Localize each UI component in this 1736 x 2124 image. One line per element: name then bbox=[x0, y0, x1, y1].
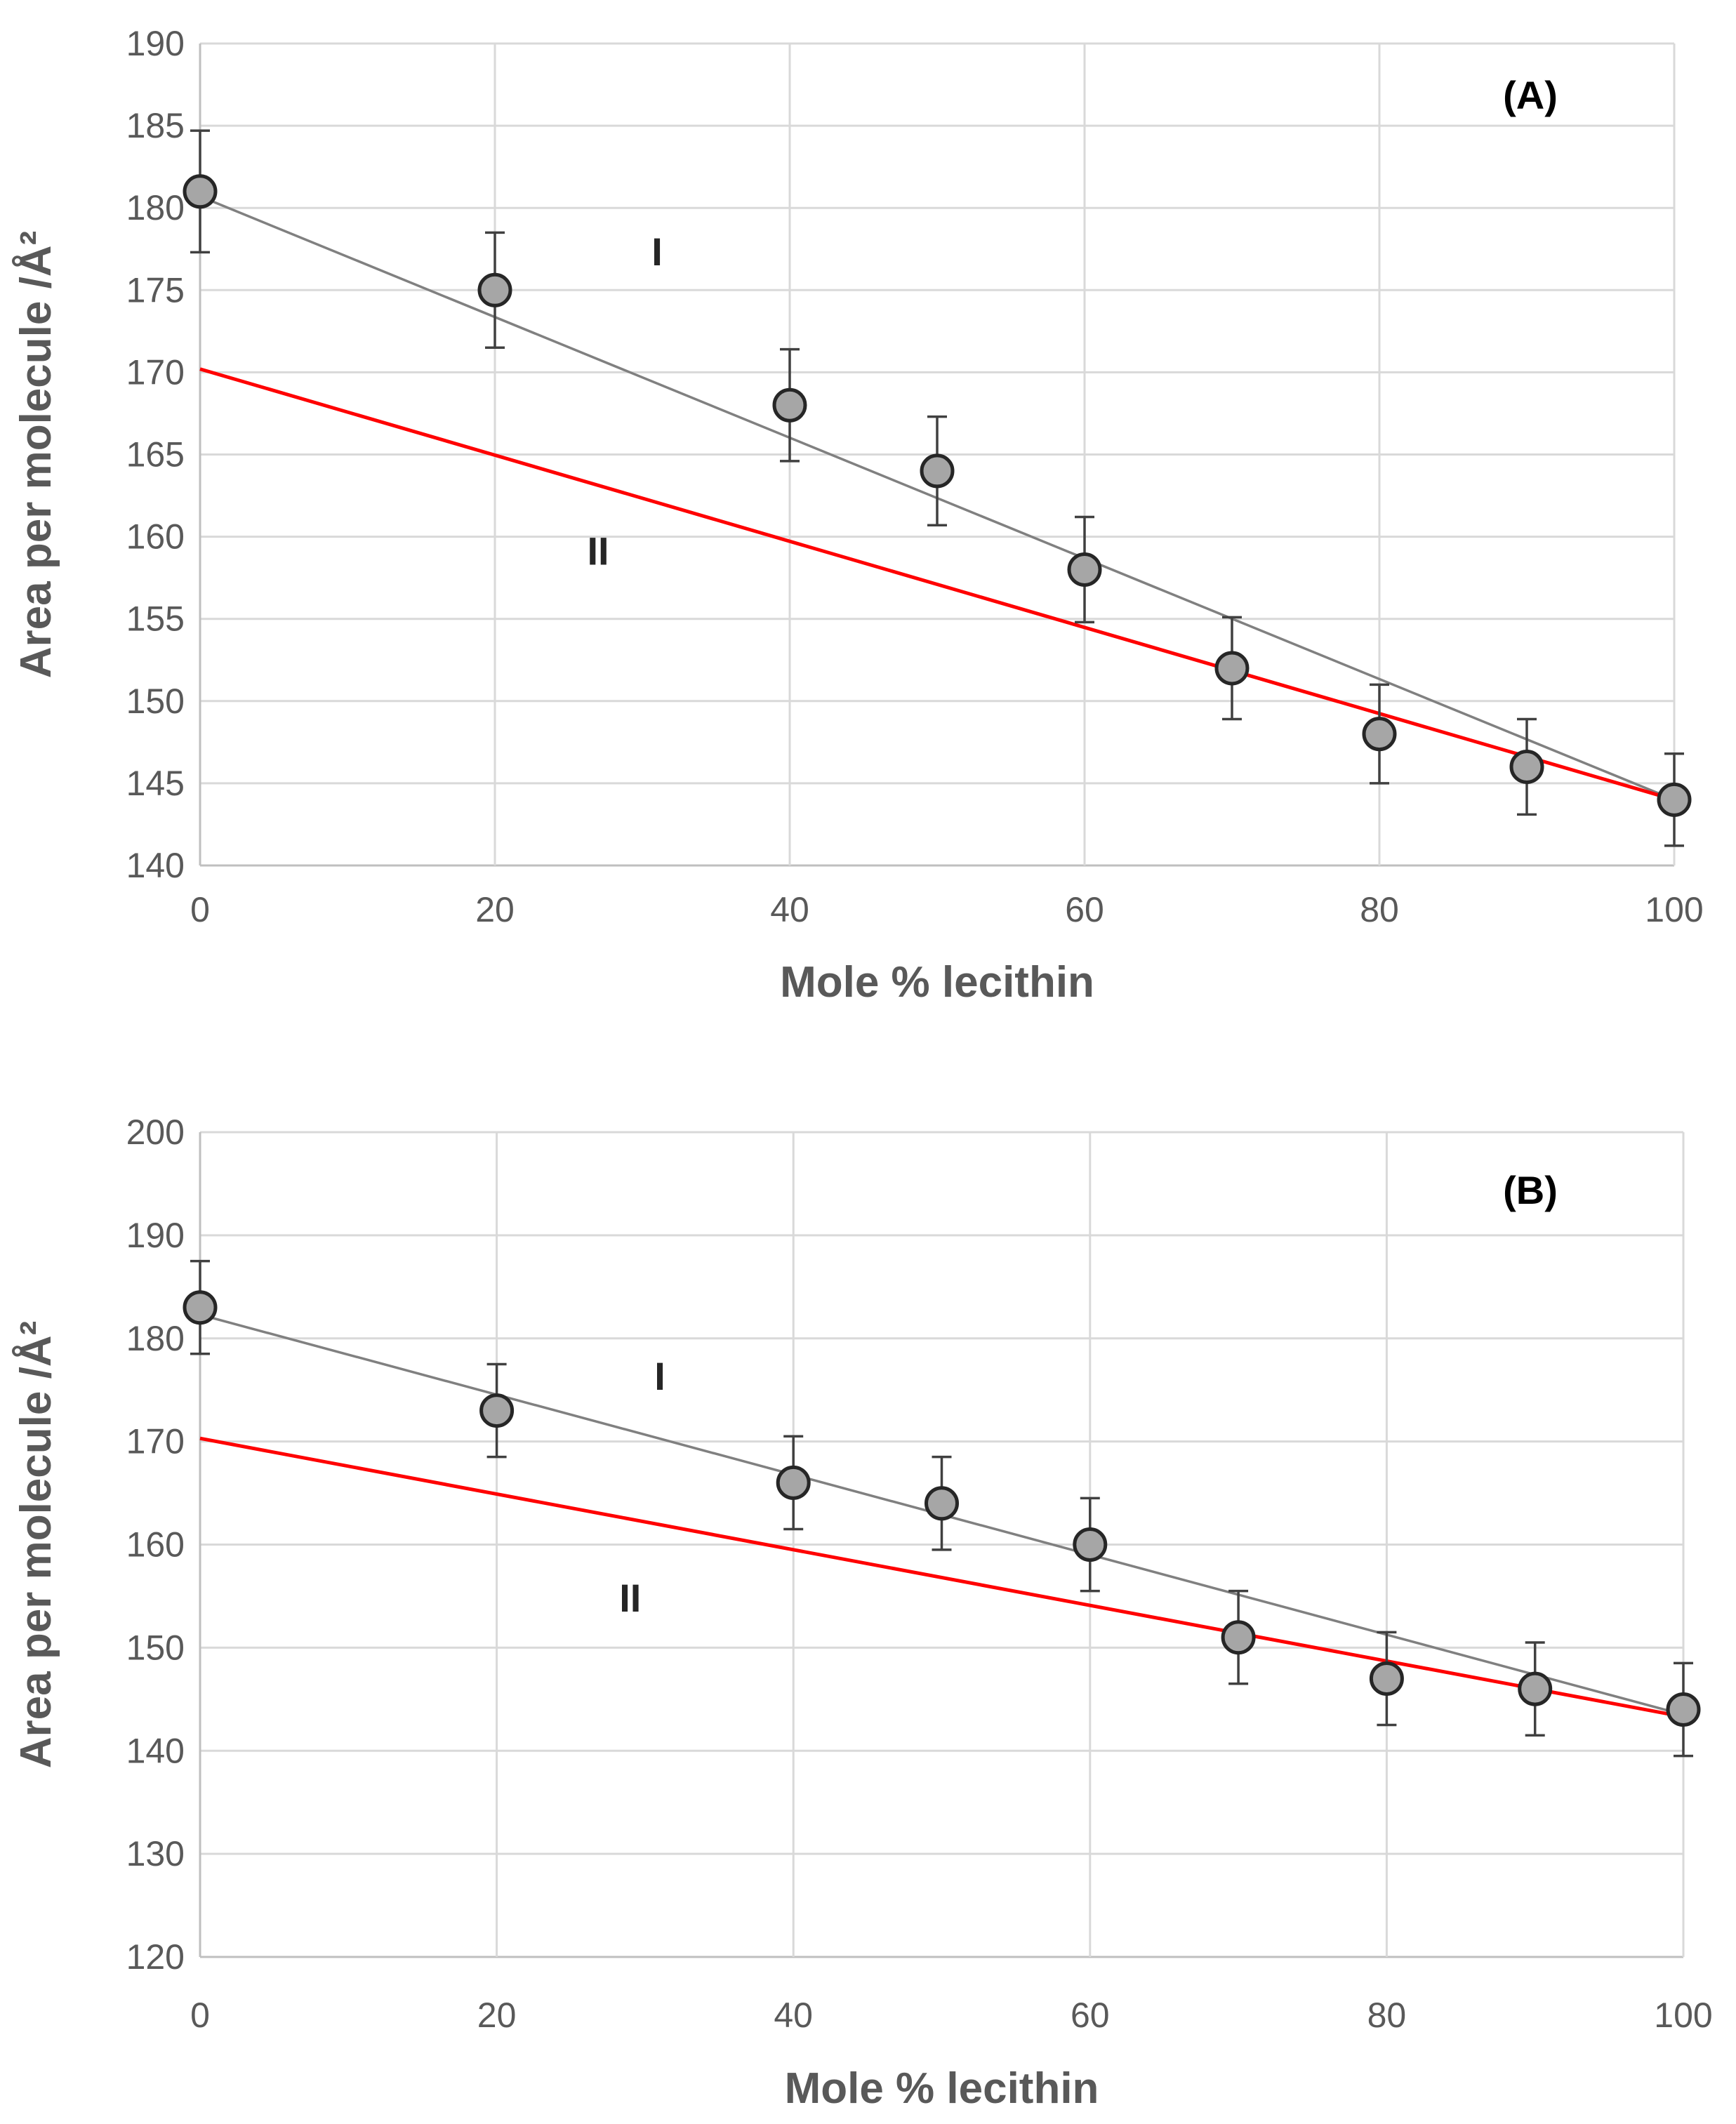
data-point bbox=[1362, 717, 1397, 752]
line-label-ii: II bbox=[587, 529, 609, 573]
x-tick-label: 60 bbox=[1065, 890, 1104, 929]
data-point bbox=[479, 1393, 515, 1428]
data-point bbox=[1221, 1620, 1256, 1655]
data-point bbox=[183, 174, 218, 209]
x-tick-label: 60 bbox=[1071, 1996, 1110, 2035]
data-point bbox=[1214, 651, 1250, 686]
line-ii bbox=[199, 367, 1675, 802]
x-tick-label: 80 bbox=[1360, 890, 1399, 929]
y-tick-label: 165 bbox=[126, 435, 185, 474]
y-tick-label: 170 bbox=[126, 352, 185, 392]
panel-label: (B) bbox=[1503, 1168, 1558, 1212]
y-tick-label: 145 bbox=[126, 764, 185, 803]
data-point bbox=[1666, 1692, 1701, 1727]
y-tick-label: 120 bbox=[126, 1937, 185, 1977]
y-tick-label: 180 bbox=[126, 1319, 185, 1358]
data-point bbox=[1067, 552, 1102, 587]
x-tick-label: 20 bbox=[477, 1996, 517, 2035]
y-tick-label: 150 bbox=[126, 1628, 185, 1667]
y-tick-label: 185 bbox=[126, 106, 185, 145]
x-tick-label: 80 bbox=[1367, 1996, 1407, 2035]
line-label-i: I bbox=[651, 230, 663, 274]
y-tick-label: 170 bbox=[126, 1422, 185, 1461]
line-label-ii: II bbox=[619, 1576, 641, 1620]
y-tick-label: 180 bbox=[126, 188, 185, 227]
x-tick-label: 0 bbox=[190, 890, 210, 929]
x-tick-label: 100 bbox=[1645, 890, 1703, 929]
data-point bbox=[1518, 1671, 1553, 1706]
data-point bbox=[183, 1290, 218, 1325]
y-axis-title: Area per molecule /Å² bbox=[12, 231, 60, 678]
data-point bbox=[920, 453, 955, 489]
data-point bbox=[477, 272, 512, 307]
x-tick-label: 0 bbox=[190, 1996, 210, 2035]
data-point bbox=[776, 1465, 811, 1500]
y-tick-label: 160 bbox=[126, 517, 185, 557]
y-tick-label: 190 bbox=[126, 24, 185, 63]
y-tick-label: 140 bbox=[126, 1731, 185, 1770]
y-tick-label: 140 bbox=[126, 846, 185, 885]
y-tick-label: 200 bbox=[126, 1113, 185, 1152]
data-point bbox=[925, 1486, 959, 1521]
chart-panel-b: 120 130 140 150 160 170 180 190 200 0 20 40 60 80 100 M… bbox=[12, 1113, 1713, 2113]
chart-panel-a: 140 145 150 155 160 165 170 175 180 185 190 0 20 40 60… bbox=[12, 24, 1704, 1007]
y-tick-label: 160 bbox=[126, 1525, 185, 1565]
y-tick-label: 190 bbox=[126, 1216, 185, 1255]
x-tick-label: 40 bbox=[774, 1996, 813, 2035]
x-axis-title: Mole % lecithin bbox=[780, 958, 1094, 1007]
data-point bbox=[772, 387, 807, 423]
data-point bbox=[1509, 749, 1544, 784]
panel-label: (A) bbox=[1503, 73, 1558, 117]
y-tick-label: 175 bbox=[126, 270, 185, 310]
data-point bbox=[1657, 782, 1692, 817]
y-tick-label: 150 bbox=[126, 682, 185, 721]
x-tick-label: 100 bbox=[1654, 1996, 1712, 2035]
data-point bbox=[1073, 1527, 1108, 1562]
y-axis-title: Area per molecule /Å² bbox=[12, 1321, 60, 1768]
x-tick-label: 20 bbox=[475, 890, 515, 929]
y-tick-label: 130 bbox=[126, 1834, 185, 1873]
x-axis-title: Mole % lecithin bbox=[785, 2064, 1099, 2113]
x-tick-label: 40 bbox=[770, 890, 809, 929]
line-ii bbox=[199, 1436, 1684, 1719]
line-label-i: I bbox=[654, 1354, 665, 1398]
y-tick-label: 155 bbox=[126, 599, 185, 639]
data-point bbox=[1369, 1661, 1404, 1696]
